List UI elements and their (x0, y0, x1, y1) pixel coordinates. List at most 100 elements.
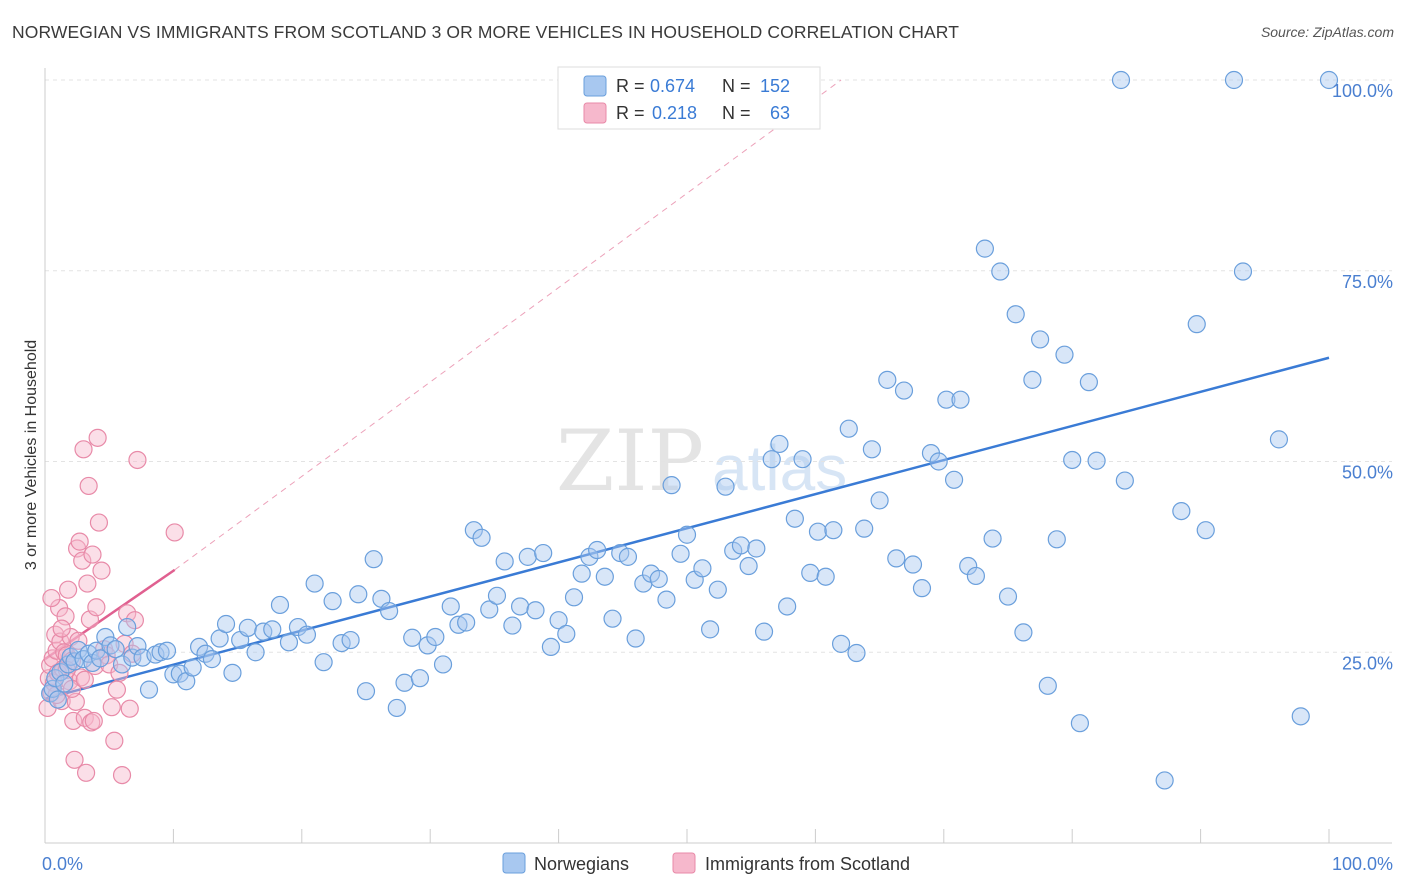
legend-label-norwegians: Norwegians (534, 854, 629, 874)
data-point-norwegians (151, 643, 170, 662)
data-point-scotland (42, 588, 61, 608)
data-point-norwegians (433, 655, 453, 674)
legend-swatch-norwegians-bottom (502, 852, 526, 874)
legend-r-label-1: R = (616, 76, 645, 96)
trend-line-norwegians (44, 356, 1330, 701)
data-point-scotland (70, 532, 89, 551)
y-tick-label: 75.0% (1342, 272, 1393, 292)
legend-r-label-2: R = (616, 103, 645, 123)
data-point-norwegians (323, 592, 342, 611)
data-point-norwegians (671, 544, 690, 563)
chart-title: NORWEGIAN VS IMMIGRANTS FROM SCOTLAND 3 … (12, 22, 960, 42)
data-point-norwegians (1224, 70, 1244, 90)
data-point-scotland (79, 476, 98, 496)
data-point-norwegians (480, 600, 499, 619)
data-point-norwegians (534, 543, 553, 563)
data-point-norwegians (118, 617, 137, 637)
data-point-scotland (102, 698, 121, 717)
data-point-norwegians (1087, 451, 1106, 470)
y-tick-label: 100.0% (1332, 81, 1393, 101)
data-point-norwegians (662, 476, 681, 495)
data-point-norwegians (1187, 315, 1206, 334)
data-point-norwegians (279, 633, 299, 652)
data-point-norwegians (518, 547, 537, 566)
data-point-norwegians (1047, 530, 1066, 549)
data-point-norwegians (937, 390, 956, 409)
y-axis-label: 3 or more Vehicles in Household (23, 340, 40, 570)
y-tick-label: 50.0% (1342, 463, 1393, 483)
data-point-norwegians (1172, 501, 1191, 521)
data-point-norwegians (1079, 373, 1098, 392)
data-point-norwegians (43, 679, 62, 698)
data-point-norwegians (762, 450, 781, 469)
data-point-norwegians (693, 559, 712, 578)
data-point-norwegians (929, 452, 948, 471)
data-point-scotland (69, 631, 88, 650)
watermark: ZIP atlas (556, 412, 847, 510)
data-point-norwegians (183, 658, 202, 677)
legend-swatch-norwegians (583, 75, 607, 97)
data-point-norwegians (270, 595, 290, 615)
data-point-scotland (120, 699, 139, 718)
data-point-norwegians (847, 643, 866, 663)
data-point-norwegians (441, 597, 460, 616)
data-point-norwegians (739, 556, 758, 576)
data-point-norwegians (754, 622, 774, 641)
data-point-norwegians (223, 663, 242, 682)
data-point-norwegians (526, 601, 545, 620)
data-point-norwegians (157, 641, 177, 660)
data-point-norwegians (716, 477, 735, 496)
data-point-norwegians (770, 434, 789, 454)
data-point-norwegians (410, 669, 430, 688)
data-point-norwegians (48, 690, 67, 709)
data-point-norwegians (395, 673, 414, 692)
data-point-norwegians (894, 381, 914, 400)
data-point-norwegians (912, 579, 932, 598)
data-point-norwegians (1291, 707, 1310, 726)
data-point-norwegians (595, 567, 614, 586)
data-point-norwegians (91, 649, 110, 668)
data-point-norwegians (588, 540, 607, 560)
data-point-scotland (84, 711, 103, 731)
data-point-norwegians (677, 525, 697, 544)
data-point-scotland (59, 580, 78, 599)
data-point-norwegians (708, 580, 727, 599)
data-point-norwegians (541, 637, 560, 657)
data-point-scotland (125, 611, 144, 630)
data-point-norwegians (862, 440, 881, 459)
data-point-norwegians (580, 547, 599, 566)
data-point-norwegians (426, 627, 445, 647)
data-point-norwegians (1196, 521, 1215, 540)
data-point-norwegians (1269, 430, 1289, 449)
legend-n-label-2: N = (722, 103, 751, 123)
data-point-norwegians (263, 620, 282, 639)
legend-n-value-1: 152 (760, 76, 790, 96)
data-point-norwegians (341, 630, 360, 650)
data-point-scotland (89, 513, 109, 532)
data-point-norwegians (657, 590, 676, 609)
data-point-norwegians (944, 470, 964, 489)
data-point-scotland (65, 750, 84, 769)
data-point-norwegians (557, 624, 576, 644)
data-point-scotland (92, 561, 111, 580)
data-point-norwegians (564, 588, 584, 607)
data-point-norwegians (998, 587, 1018, 606)
data-point-norwegians (959, 556, 978, 576)
data-point-scotland (83, 545, 102, 564)
data-point-norwegians (991, 262, 1010, 281)
data-point-norwegians (305, 574, 324, 593)
data-point-norwegians (887, 549, 906, 568)
data-point-norwegians (246, 643, 265, 662)
data-point-norwegians (878, 370, 897, 389)
data-point-norwegians (793, 450, 812, 469)
data-point-norwegians (549, 611, 568, 630)
series-norwegians (41, 70, 1339, 790)
data-point-norwegians (297, 625, 317, 644)
data-point-norwegians (123, 648, 142, 667)
data-point-scotland (87, 598, 106, 617)
data-point-norwegians (1070, 714, 1090, 733)
data-point-norwegians (731, 536, 751, 555)
data-point-norwegians (403, 628, 422, 647)
data-point-norwegians (903, 555, 923, 574)
data-point-norwegians (1006, 305, 1025, 324)
